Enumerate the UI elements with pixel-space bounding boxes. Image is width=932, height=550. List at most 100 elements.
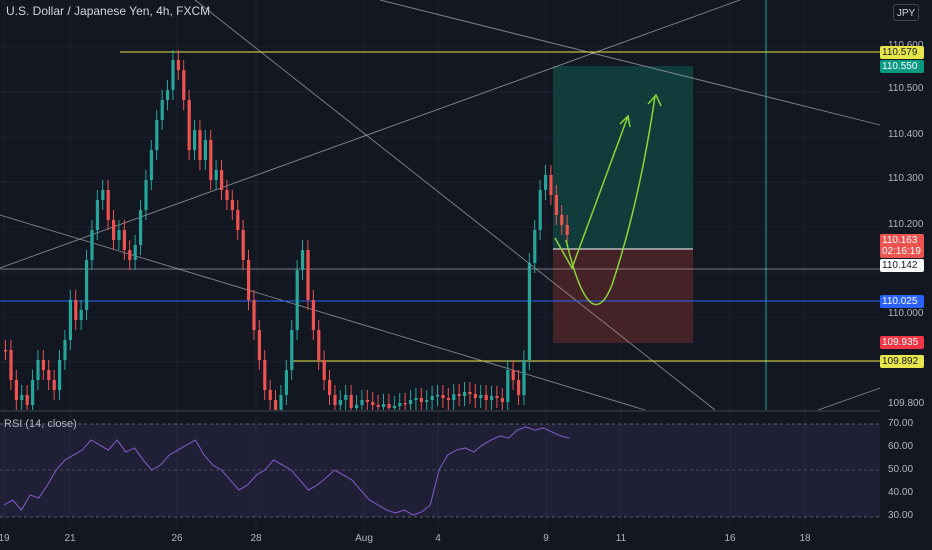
- candle-body: [290, 330, 294, 370]
- chart-title: U.S. Dollar / Japanese Yen, 4h, FXCM: [6, 4, 211, 18]
- candle-body: [446, 398, 450, 400]
- candle-body: [284, 370, 288, 395]
- time-tick: 4: [435, 533, 441, 544]
- rsi-tick: 30.00: [888, 510, 914, 521]
- candle-body: [349, 395, 353, 408]
- time-tick: 21: [64, 533, 76, 544]
- candle-body: [522, 360, 526, 395]
- price-tick: 110.500: [888, 83, 924, 94]
- arrow-path-two[interactable]: [565, 95, 656, 306]
- candle-body: [338, 400, 342, 405]
- currency-button[interactable]: JPY: [893, 4, 919, 21]
- candle-body: [452, 394, 456, 400]
- candle-body: [52, 380, 56, 390]
- rsi-tick: 60.00: [888, 441, 914, 452]
- candle-body: [4, 350, 8, 352]
- candle-body: [230, 200, 234, 210]
- trendlines[interactable]: [0, 0, 881, 411]
- target-zone[interactable]: [553, 66, 693, 249]
- candle-body: [263, 360, 267, 390]
- candle-body: [149, 150, 153, 180]
- candle-body: [306, 250, 310, 300]
- candle-body: [533, 230, 537, 263]
- time-tick: Aug: [355, 533, 373, 544]
- candle-body: [484, 395, 488, 400]
- candle-body: [68, 300, 72, 340]
- price-badge-yellow-top: 110.579: [880, 46, 924, 59]
- candle-body: [560, 215, 564, 225]
- arrow-path-one[interactable]: [554, 115, 629, 270]
- trendline-rising[interactable]: [0, 0, 741, 269]
- price-tick: 110.400: [888, 129, 924, 140]
- candle-body: [517, 380, 521, 395]
- candle-body: [268, 390, 272, 400]
- projection-arrows[interactable]: [554, 93, 662, 306]
- candle-body: [139, 210, 143, 245]
- candle-body: [398, 403, 402, 406]
- candle-body: [106, 190, 110, 220]
- candle-body: [112, 220, 116, 240]
- candle-body: [203, 140, 207, 160]
- candle-body: [430, 396, 434, 400]
- trendline-falling-steep[interactable]: [194, 0, 716, 411]
- candle-body: [36, 360, 40, 380]
- candle-body: [295, 270, 299, 330]
- candle-body: [468, 392, 472, 394]
- arrow-head-two: [647, 93, 662, 107]
- candle-body: [220, 170, 224, 190]
- chart-grid: [0, 0, 880, 530]
- time-tick: 19: [0, 533, 10, 544]
- rsi-band: [0, 424, 880, 517]
- candle-body: [20, 395, 24, 400]
- candle-body: [101, 190, 105, 200]
- time-tick: 28: [250, 533, 262, 544]
- candle-body: [403, 403, 407, 405]
- candle-body: [209, 140, 213, 180]
- price-badge-blue: 110.025: [880, 295, 924, 308]
- candle-body: [554, 195, 558, 215]
- candle-body: [414, 398, 418, 400]
- candle-body: [371, 402, 375, 405]
- candle-body: [360, 400, 364, 405]
- candle-body: [436, 395, 440, 397]
- candle-body: [527, 263, 531, 360]
- trendline-falling-low[interactable]: [0, 214, 646, 411]
- candle-body: [252, 300, 256, 330]
- candle-body: [409, 400, 413, 404]
- candle-body: [74, 300, 78, 320]
- bar-countdown: 02:16:19: [882, 246, 921, 257]
- candle-body: [311, 300, 315, 330]
- candle-body: [225, 190, 229, 200]
- candle-body: [317, 330, 321, 360]
- candle-body: [9, 350, 13, 380]
- candle-body: [166, 90, 170, 100]
- candle-body: [544, 175, 548, 190]
- candle-body: [25, 395, 29, 405]
- rsi-indicator-label[interactable]: RSI (14, close): [4, 418, 77, 430]
- candle-body: [63, 340, 67, 360]
- trendline-falling-top[interactable]: [379, 0, 881, 126]
- candle-body: [214, 170, 218, 180]
- candle-body: [392, 406, 396, 408]
- candle-body: [279, 395, 283, 410]
- candle-body: [463, 392, 467, 396]
- candle-body: [301, 250, 305, 270]
- candle-body: [538, 190, 542, 230]
- candle-body: [387, 404, 391, 408]
- candle-body: [274, 400, 278, 410]
- rsi-tick: 40.00: [888, 487, 914, 498]
- trendline-rising-bottom[interactable]: [817, 387, 881, 411]
- candle-body: [495, 396, 499, 398]
- stop-zone[interactable]: [553, 249, 693, 343]
- pane-separator: [0, 410, 880, 412]
- time-tick: 9: [543, 533, 549, 544]
- candle-body: [257, 330, 261, 360]
- candle-body: [565, 225, 569, 235]
- candle-body: [549, 175, 553, 195]
- time-tick: 16: [724, 533, 736, 544]
- rsi-line: [3, 426, 570, 516]
- candle-body: [182, 70, 186, 100]
- candle-body: [473, 394, 477, 398]
- candle-body: [144, 180, 148, 210]
